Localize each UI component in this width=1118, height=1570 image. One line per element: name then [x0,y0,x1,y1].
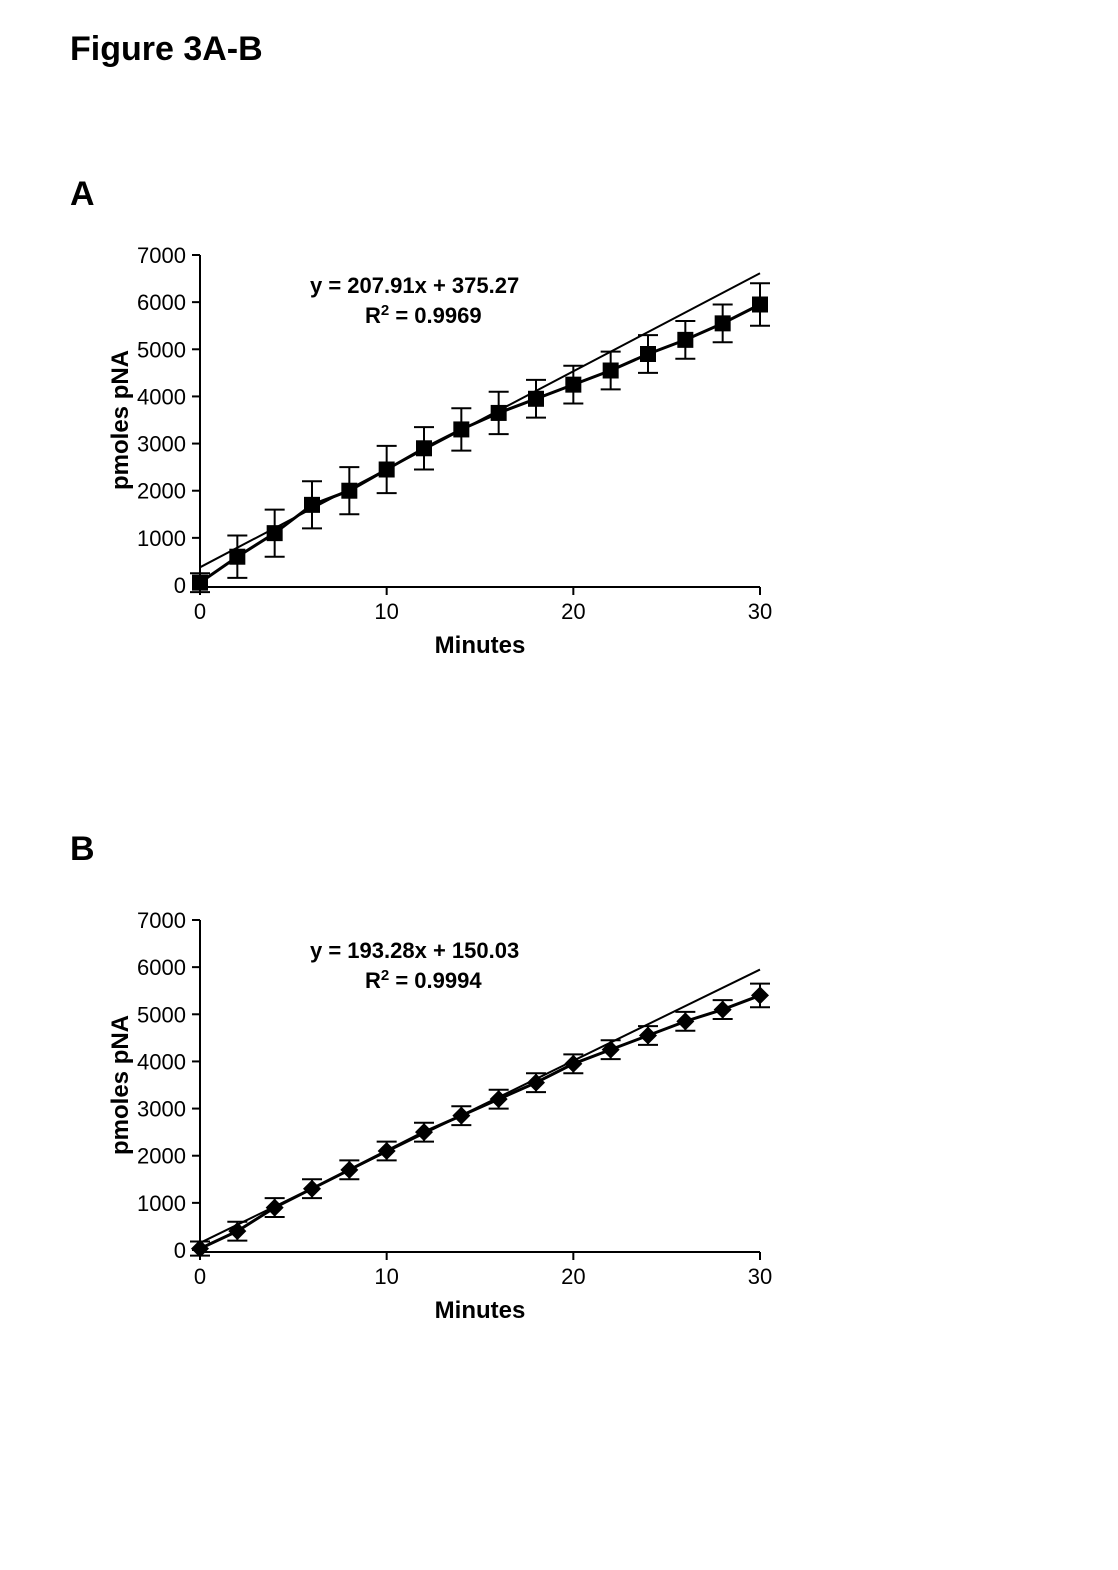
equation-line2: R2 = 0.9969 [365,302,482,329]
data-marker [639,1027,657,1045]
x-axis-label: Minutes [435,1297,526,1324]
data-marker [640,346,656,362]
x-tick-label: 10 [374,599,398,624]
data-marker [415,1123,433,1141]
y-tick-label: 5000 [137,1002,186,1027]
data-marker [192,575,208,591]
data-marker [490,1090,508,1108]
chart-b: 0 1000 2000 3000 4000 5000 6000 7000 0 10 20 30 Minu… [100,900,780,1330]
x-tick-label: 0 [194,1264,206,1289]
y-tick-label: 0 [174,573,186,598]
equation-line1: y = 193.28x + 150.03 [310,938,519,963]
panel-b-label: B [70,830,95,869]
y-tick-label: 1000 [137,526,186,551]
panel-a-label: A [70,175,95,214]
y-tick-label: 2000 [137,479,186,504]
y-tick-label: 4000 [137,384,186,409]
data-marker [341,483,357,499]
x-tick-label: 20 [561,599,585,624]
data-marker [452,1107,470,1125]
data-marker [267,525,283,541]
data-marker [304,497,320,513]
equation-line1: y = 207.91x + 375.27 [310,273,519,298]
data-marker [528,391,544,407]
data-marker [565,377,581,393]
data-marker [714,1001,732,1019]
data-marker [603,363,619,379]
data-marker [303,1180,321,1198]
x-tick-label: 30 [748,599,772,624]
data-marker [340,1161,358,1179]
y-tick-label: 6000 [137,955,186,980]
figure-title: Figure 3A-B [70,30,263,69]
chart-a-container: 0 1000 2000 3000 4000 5000 6000 7000 0 10 20 30 Minu… [100,235,780,670]
data-marker [266,1199,284,1217]
data-line [200,995,760,1248]
y-axis-label: pmoles pNA [107,350,134,490]
data-marker [416,440,432,456]
x-axis-label: Minutes [435,632,526,659]
data-marker [453,421,469,437]
y-tick-label: 5000 [137,337,186,362]
chart-b-container: 0 1000 2000 3000 4000 5000 6000 7000 0 10 20 30 Minu… [100,900,780,1335]
data-marker [751,986,769,1004]
chart-a: 0 1000 2000 3000 4000 5000 6000 7000 0 10 20 30 Minu… [100,235,780,665]
y-axis-label: pmoles pNA [107,1015,134,1155]
y-tick-label: 3000 [137,1097,186,1122]
equation-line2: R2 = 0.9994 [365,967,482,994]
data-line [200,305,760,583]
y-tick-label: 1000 [137,1191,186,1216]
data-marker [677,332,693,348]
page: Figure 3A-B A 01000200030004000500060007… [0,0,1118,1570]
data-marker [378,1142,396,1160]
x-tick-label: 20 [561,1264,585,1289]
y-tick-label: 3000 [137,432,186,457]
y-tick-label: 7000 [137,908,186,933]
data-marker [602,1041,620,1059]
data-marker [491,405,507,421]
x-tick-label: 30 [748,1264,772,1289]
x-tick-label: 0 [194,599,206,624]
y-tick-label: 6000 [137,290,186,315]
y-tick-label: 2000 [137,1144,186,1169]
data-marker [715,315,731,331]
data-marker [228,1222,246,1240]
data-marker [752,297,768,313]
data-marker [379,462,395,478]
data-marker [229,549,245,565]
x-tick-label: 10 [374,1264,398,1289]
data-marker [676,1012,694,1030]
y-tick-label: 7000 [137,243,186,268]
y-tick-label: 0 [174,1238,186,1263]
y-tick-label: 4000 [137,1049,186,1074]
